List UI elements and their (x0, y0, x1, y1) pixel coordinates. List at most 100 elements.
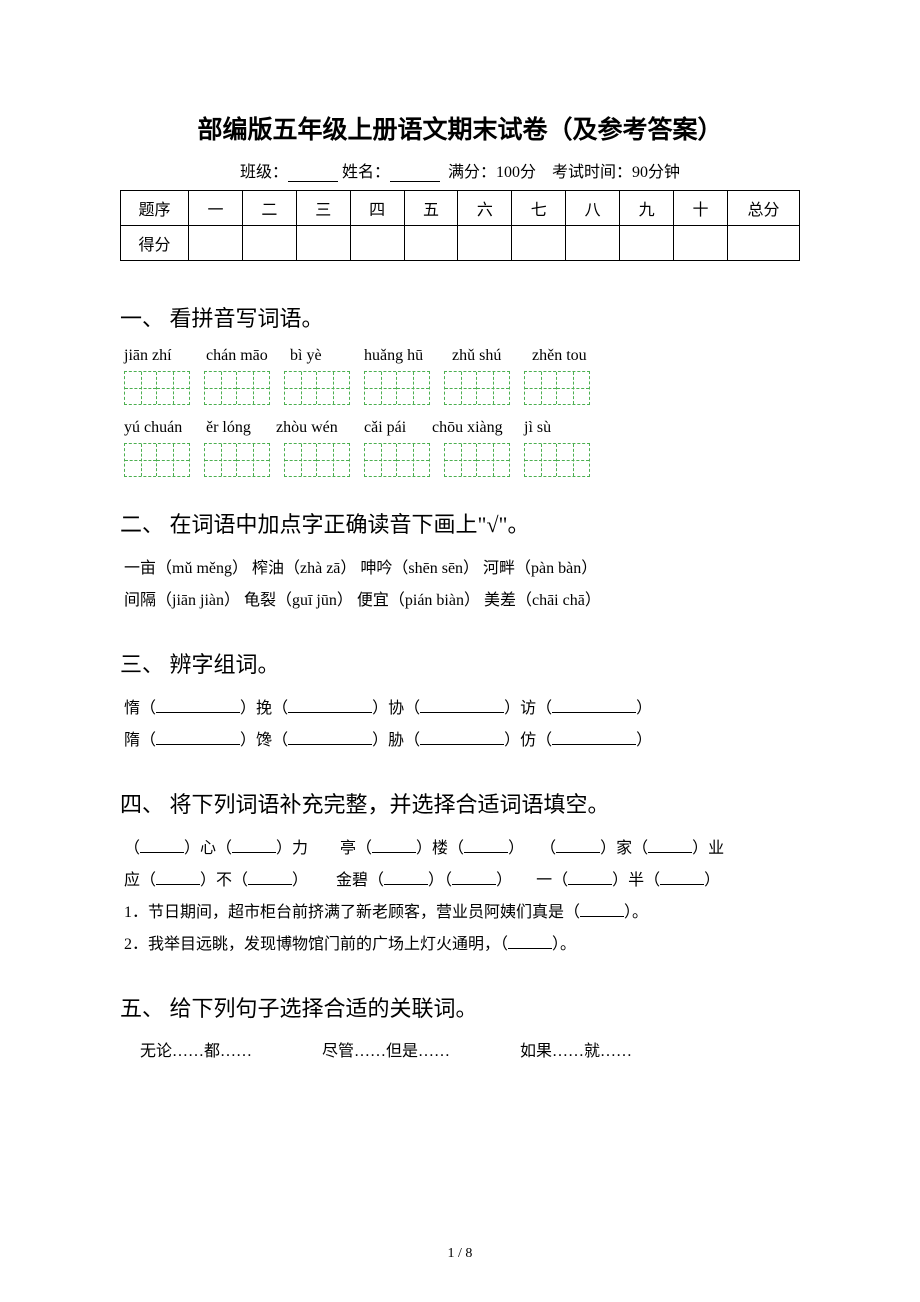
fill-blank[interactable] (232, 839, 276, 853)
fill-blank[interactable] (580, 903, 624, 917)
char-prompt: 馋 (256, 732, 272, 749)
char-box[interactable] (364, 371, 430, 405)
pinyin-row-2: yú chuán ěr lóng zhòu wén cǎi pái chōu x… (124, 419, 800, 437)
conj-option: 尽管……但是…… (322, 1037, 450, 1061)
score-cell[interactable] (404, 226, 458, 261)
fill-blank[interactable] (420, 731, 504, 745)
char-box[interactable] (364, 443, 430, 477)
score-cell[interactable] (620, 226, 674, 261)
text: ）（ (428, 872, 452, 889)
header-cell: 题序 (121, 191, 189, 226)
char-box[interactable] (204, 443, 270, 477)
exam-time: 考试时间：90分钟 (552, 164, 680, 181)
pinyin-item: ěr lóng (206, 419, 272, 437)
text: ）家（ (600, 840, 648, 857)
pinyin-item: jì sù (524, 419, 574, 437)
char-box[interactable] (284, 371, 350, 405)
char-prompt: 仿 (520, 732, 536, 749)
header-cell: 四 (350, 191, 404, 226)
fill-blank[interactable] (140, 839, 184, 853)
pinyin-item: cǎi pái (364, 419, 428, 437)
header-cell: 七 (512, 191, 566, 226)
header-cell: 总分 (728, 191, 800, 226)
section-4-q1: 1．节日期间，超市柜台前挤满了新老顾客，营业员阿姨们真是（ ）。 (124, 897, 800, 929)
header-cell: 一 (189, 191, 243, 226)
pinyin-item: yú chuán (124, 419, 202, 437)
score-cell[interactable] (674, 226, 728, 261)
section-4-q2: 2．我举目远眺，发现博物馆门前的广场上灯火通明，（）。 (124, 929, 800, 961)
text: ）。 (624, 904, 648, 921)
section-1-heading: 一、 看拼音写词语。 (120, 301, 800, 333)
fill-blank[interactable] (568, 871, 612, 885)
pinyin-item: zhěn tou (532, 347, 602, 365)
full-score: 满分：100分 (448, 164, 536, 181)
fill-blank[interactable] (556, 839, 600, 853)
section-2-line-1: 一亩（mǔ měng） 榨油（zhà zā） 呻吟（shēn sēn） 河畔（p… (124, 553, 800, 585)
header-cell: 六 (458, 191, 512, 226)
name-label: 姓名： (342, 164, 390, 181)
name-blank[interactable] (390, 166, 440, 182)
char-box[interactable] (524, 371, 590, 405)
score-table: 题序 一 二 三 四 五 六 七 八 九 十 总分 得分 (120, 190, 800, 261)
fill-blank[interactable] (372, 839, 416, 853)
char-box[interactable] (204, 371, 270, 405)
text: 2．我举目远眺，发现博物馆门前的广场上灯火通明，（ (124, 936, 508, 953)
fill-blank[interactable] (156, 731, 240, 745)
meta-line: 班级： 姓名： 满分：100分 考试时间：90分钟 (120, 158, 800, 182)
text: ）楼（ (416, 840, 464, 857)
char-box[interactable] (124, 371, 190, 405)
fill-blank[interactable] (660, 871, 704, 885)
class-blank[interactable] (288, 166, 338, 182)
score-label-cell: 得分 (121, 226, 189, 261)
score-cell[interactable] (350, 226, 404, 261)
text: ）半（ (612, 872, 660, 889)
text: 1．节日期间，超市柜台前挤满了新老顾客，营业员阿姨们真是（ (124, 904, 580, 921)
table-row: 题序 一 二 三 四 五 六 七 八 九 十 总分 (121, 191, 800, 226)
text: ） (704, 872, 720, 889)
fill-blank[interactable] (248, 871, 292, 885)
score-cell[interactable] (566, 226, 620, 261)
text: 应（ (124, 872, 156, 889)
fill-blank[interactable] (384, 871, 428, 885)
char-box[interactable] (124, 443, 190, 477)
fill-blank[interactable] (288, 731, 372, 745)
char-box[interactable] (284, 443, 350, 477)
fill-blank[interactable] (452, 871, 496, 885)
char-box[interactable] (524, 443, 590, 477)
header-cell: 三 (296, 191, 350, 226)
char-box[interactable] (444, 371, 510, 405)
fill-blank[interactable] (464, 839, 508, 853)
fill-blank[interactable] (508, 935, 552, 949)
section-3-row-1: 惰（）挽（）协（）访（） (124, 693, 800, 725)
fill-blank[interactable] (420, 699, 504, 713)
header-cell: 二 (242, 191, 296, 226)
text: （ (124, 840, 140, 857)
fill-blank[interactable] (648, 839, 692, 853)
section-4-line-1: （）心（）力 亭（）楼（） （）家（）业 (124, 833, 800, 865)
score-cell[interactable] (296, 226, 350, 261)
char-prompt: 挽 (256, 700, 272, 717)
exam-title: 部编版五年级上册语文期末试卷（及参考答案） (120, 110, 800, 146)
fill-blank[interactable] (156, 699, 240, 713)
table-row: 得分 (121, 226, 800, 261)
fill-blank[interactable] (288, 699, 372, 713)
char-boxes-row-1 (124, 371, 800, 405)
fill-blank[interactable] (552, 699, 636, 713)
header-cell: 五 (404, 191, 458, 226)
text: ） （ (508, 840, 556, 857)
char-box[interactable] (444, 443, 510, 477)
score-cell[interactable] (512, 226, 566, 261)
score-cell[interactable] (458, 226, 512, 261)
pinyin-item: huǎng hū (364, 347, 448, 365)
header-cell: 十 (674, 191, 728, 226)
section-3-heading: 三、 辨字组词。 (120, 647, 800, 679)
section-2-heading: 二、 在词语中加点字正确读音下画上"√"。 (120, 507, 800, 539)
section-4-heading: 四、 将下列词语补充完整，并选择合适词语填空。 (120, 787, 800, 819)
score-cell[interactable] (189, 226, 243, 261)
score-cell[interactable] (728, 226, 800, 261)
header-cell: 八 (566, 191, 620, 226)
fill-blank[interactable] (156, 871, 200, 885)
fill-blank[interactable] (552, 731, 636, 745)
score-cell[interactable] (242, 226, 296, 261)
pinyin-item: bì yè (290, 347, 360, 365)
